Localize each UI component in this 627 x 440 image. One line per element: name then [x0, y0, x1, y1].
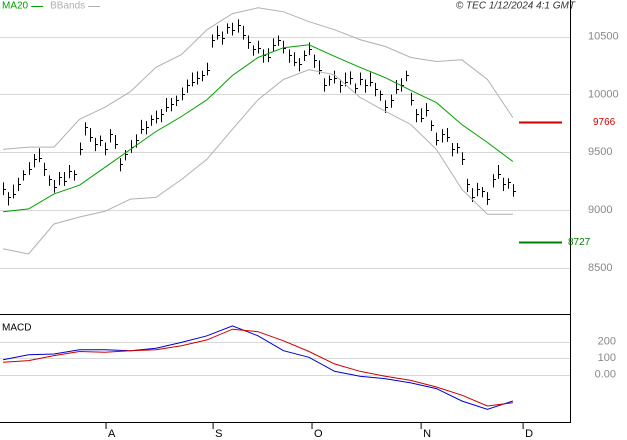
level-label: 8727 — [568, 237, 591, 248]
y-tick-label: 200 — [598, 335, 616, 347]
x-tick-label: S — [215, 428, 222, 440]
x-tick-label: A — [108, 428, 116, 440]
y-tick-label: 9500 — [588, 146, 612, 158]
panel-title: MACD — [2, 323, 31, 334]
level-label: 9766 — [593, 117, 616, 128]
legend-label: MA20 — [2, 1, 29, 12]
ma-line — [3, 44, 514, 213]
y-tick-label: 100 — [598, 352, 616, 364]
macd-line — [3, 325, 514, 410]
y-tick-label: 10500 — [588, 31, 619, 43]
band-upper — [3, 7, 514, 150]
x-tick-label: D — [525, 428, 533, 440]
source: © TEC 1/12/2024 4:1 GMT — [456, 1, 576, 12]
band-lower — [3, 69, 513, 255]
macd-line — [3, 328, 513, 407]
y-tick-label: 8500 — [588, 262, 612, 274]
x-tick-label: N — [423, 428, 431, 440]
legend-label: BBands — [50, 1, 85, 12]
y-tick-label: 0.00 — [595, 369, 616, 381]
x-tick-label: O — [314, 428, 323, 440]
y-tick-label: 10000 — [588, 88, 619, 100]
y-tick-label: 9000 — [588, 204, 612, 216]
